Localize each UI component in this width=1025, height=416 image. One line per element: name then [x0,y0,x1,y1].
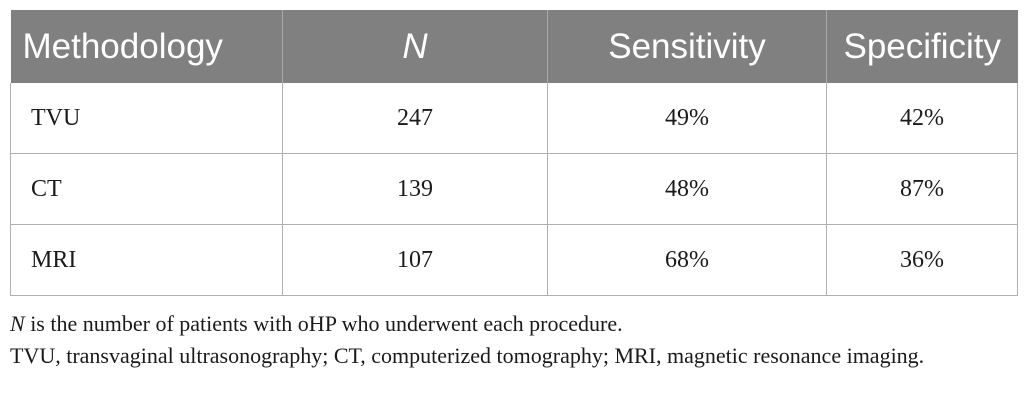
cell-sensitivity: 49% [547,83,827,154]
footnote-n-text: is the number of patients with oHP who u… [24,311,623,336]
cell-specificity: 42% [826,83,1018,154]
header-row: Methodology N Sensitivity Specificity [10,10,1018,83]
table-row: CT 139 48% 87% [10,153,1018,225]
footnote-n-definition: N is the number of patients with oHP who… [10,308,1017,340]
cell-sensitivity: 48% [547,153,827,225]
cell-n: 139 [282,153,548,225]
cell-methodology: CT [10,153,283,225]
header-specificity: Specificity [826,10,1018,83]
table-footnotes: N is the number of patients with oHP who… [10,308,1017,372]
cell-specificity: 87% [826,153,1018,225]
table-row: MRI 107 68% 36% [10,224,1018,296]
header-n: N [282,10,548,83]
header-methodology: Methodology [10,10,283,83]
cell-methodology: MRI [10,224,283,296]
table-body: TVU 247 49% 42% CT 139 48% 87% MRI 107 6… [10,83,1018,296]
cell-sensitivity: 68% [547,224,827,296]
data-table-container: Methodology N Sensitivity Specificity TV… [10,10,1018,296]
footnote-abbreviations: TVU, transvaginal ultrasonography; CT, c… [10,343,925,368]
header-sensitivity: Sensitivity [547,10,827,83]
table-header: Methodology N Sensitivity Specificity [10,10,1018,83]
cell-methodology: TVU [10,83,283,154]
methodology-table: Methodology N Sensitivity Specificity TV… [10,10,1018,296]
cell-n: 247 [282,83,548,154]
table-row: TVU 247 49% 42% [10,83,1018,154]
cell-specificity: 36% [826,224,1018,296]
cell-n: 107 [282,224,548,296]
footnote-n-symbol: N [10,311,25,336]
